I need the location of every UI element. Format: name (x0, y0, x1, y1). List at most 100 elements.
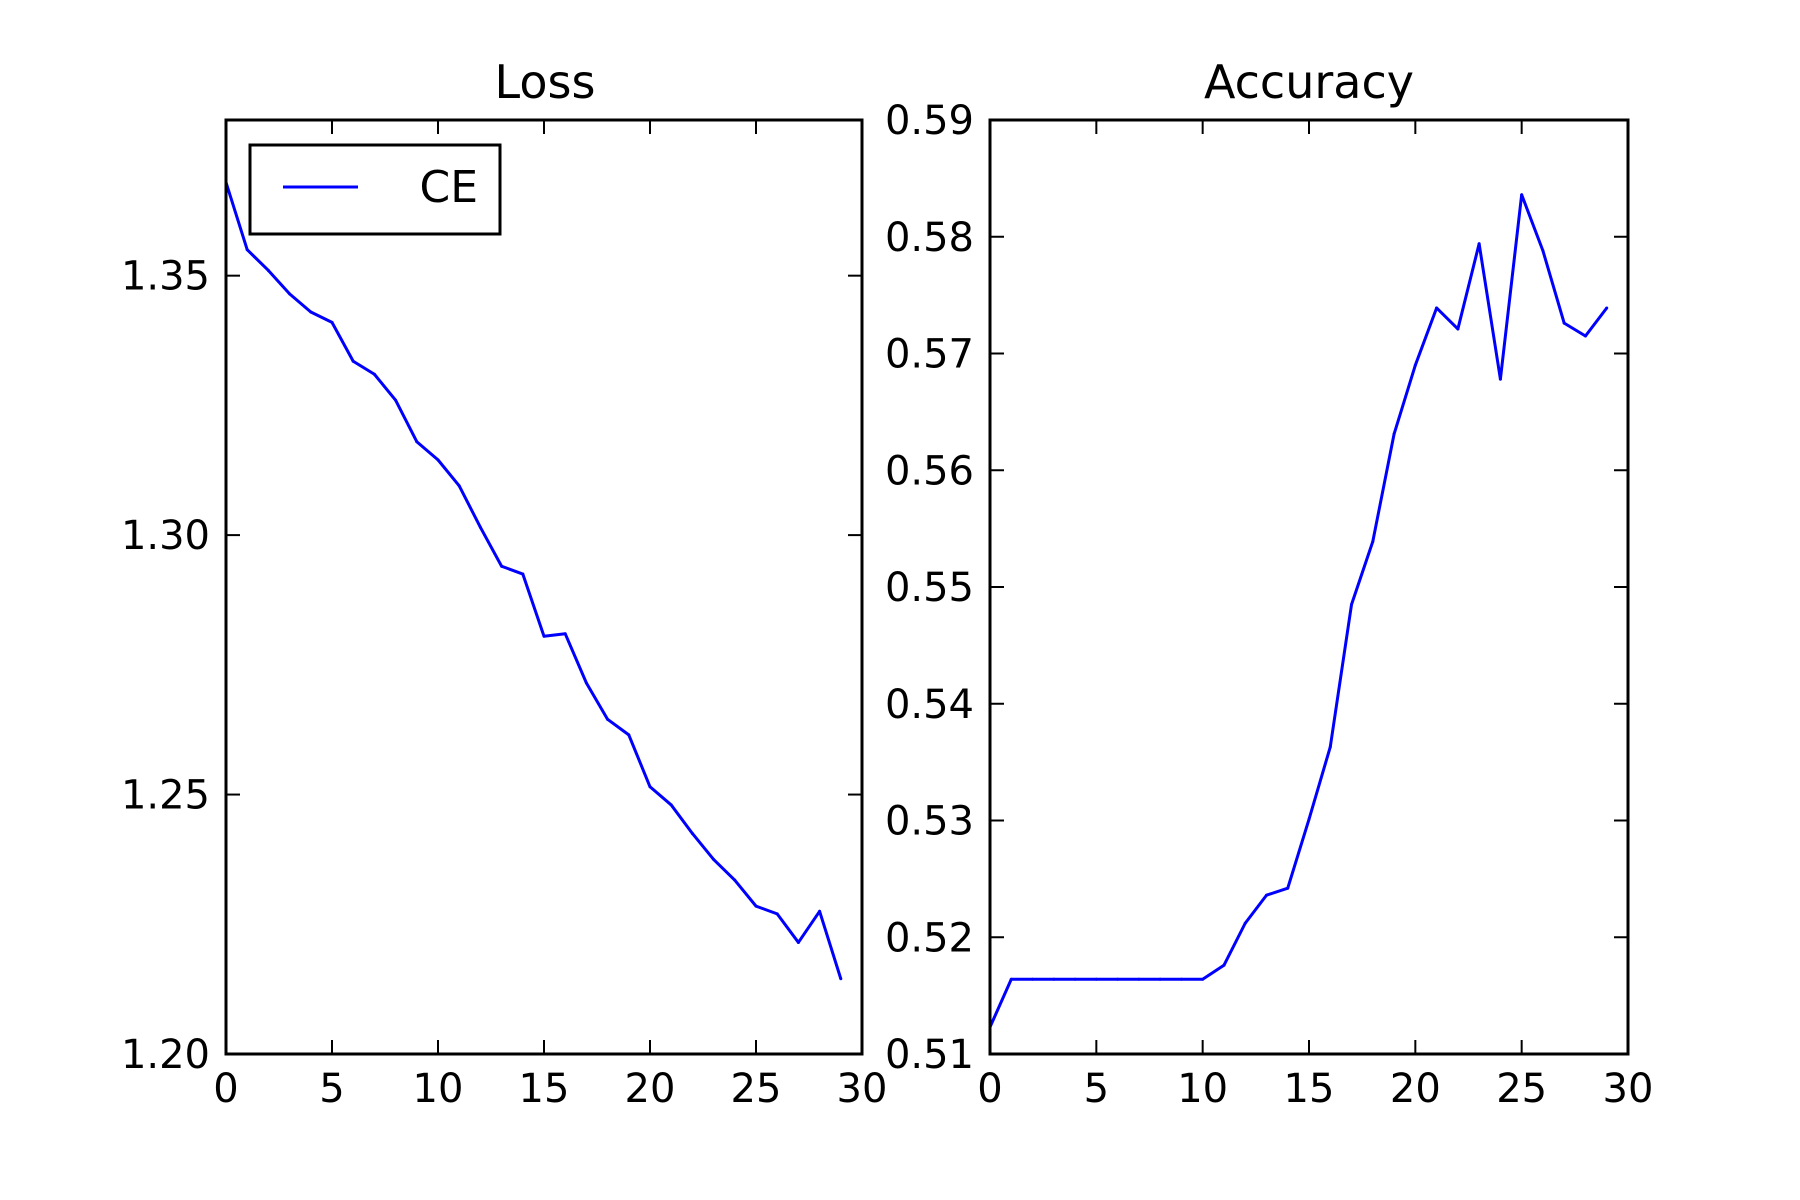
loss-data-point (648, 785, 652, 789)
accuracy-x-tick-label: 20 (1390, 1066, 1441, 1112)
accuracy-data-point (1009, 977, 1013, 981)
accuracy-data-point (1264, 893, 1268, 897)
accuracy-panel: Accuracy 0 5 10 15 20 25 30 0.51 0.52 0.53 0.54 0.5… (885, 55, 1654, 1112)
loss-data-point (627, 733, 631, 737)
loss-data-point (733, 878, 737, 882)
loss-data-point (266, 268, 270, 272)
loss-data-point (690, 831, 694, 835)
loss-y-tick-label: 1.35 (121, 254, 210, 300)
accuracy-data-point (1073, 977, 1077, 981)
accuracy-data-point (1477, 242, 1481, 246)
loss-data-point (606, 717, 610, 721)
accuracy-data-point (1371, 539, 1375, 543)
loss-x-tick-label: 20 (625, 1066, 676, 1112)
loss-legend: CE (248, 143, 502, 236)
loss-data-point (818, 909, 822, 913)
loss-x-tick-label: 5 (319, 1066, 344, 1112)
loss-x-tick-label: 25 (731, 1066, 782, 1112)
loss-data-point (288, 292, 292, 296)
accuracy-plot-frame (988, 118, 1630, 1056)
loss-x-tick-label: 10 (413, 1066, 464, 1112)
loss-data-point (521, 572, 525, 576)
accuracy-data-point (1179, 977, 1183, 981)
legend-label-ce: CE (419, 162, 478, 213)
loss-chart-title: Loss (495, 55, 596, 109)
accuracy-data-point (1222, 963, 1226, 967)
accuracy-data-point (1350, 603, 1354, 607)
loss-data-point (457, 484, 461, 488)
loss-y-tick-label: 1.20 (121, 1032, 210, 1078)
loss-data-point (415, 440, 419, 444)
loss-data-point (563, 632, 567, 636)
accuracy-data-point (1413, 363, 1417, 367)
loss-y-tick-label: 1.25 (121, 773, 210, 819)
accuracy-x-tick-label: 0 (977, 1066, 1002, 1112)
loss-panel: Loss 0 5 10 15 20 25 30 1.20 1.25 1.30 1.35 CE (121, 55, 888, 1112)
accuracy-data-point (1498, 377, 1502, 381)
loss-y-tick-label: 1.30 (121, 513, 210, 559)
accuracy-x-tick-label: 5 (1084, 1066, 1109, 1112)
loss-data-point (351, 359, 355, 363)
accuracy-data-point (1541, 249, 1545, 253)
accuracy-y-tick-label: 0.58 (885, 215, 974, 261)
accuracy-y-tick-label: 0.51 (885, 1032, 974, 1078)
loss-plot-frame (224, 118, 864, 1056)
accuracy-data-point (1201, 977, 1205, 981)
accuracy-x-tick-label: 10 (1177, 1066, 1228, 1112)
accuracy-data-point (1307, 817, 1311, 821)
accuracy-y-tick-label: 0.54 (885, 682, 974, 728)
loss-data-point (372, 372, 376, 376)
accuracy-y-tick-label: 0.52 (885, 915, 974, 961)
accuracy-y-tick-label: 0.59 (885, 98, 974, 144)
loss-series-line (224, 181, 843, 980)
accuracy-data-point (1031, 977, 1035, 981)
accuracy-data-point (1052, 977, 1056, 981)
loss-line-layer (224, 180, 843, 981)
accuracy-data-point (1158, 977, 1162, 981)
accuracy-data-point (1116, 977, 1120, 981)
accuracy-line-layer (988, 193, 1609, 1029)
loss-data-point (500, 564, 504, 568)
accuracy-data-point (1328, 745, 1332, 749)
loss-data-point (330, 320, 334, 324)
loss-ticks: 0 5 10 15 20 25 30 1.20 1.25 1.30 1.35 (121, 120, 888, 1112)
accuracy-data-point (1583, 334, 1587, 338)
accuracy-data-point (1562, 321, 1566, 325)
accuracy-y-tick-label: 0.53 (885, 799, 974, 845)
accuracy-data-point (1094, 977, 1098, 981)
loss-data-point (394, 398, 398, 402)
loss-data-point (542, 634, 546, 638)
accuracy-series-line (988, 193, 1608, 1028)
loss-x-tick-label: 0 (213, 1066, 238, 1112)
accuracy-chart-title: Accuracy (1204, 55, 1414, 109)
accuracy-x-tick-label: 25 (1496, 1066, 1547, 1112)
loss-data-point (775, 912, 779, 916)
loss-data-point (478, 525, 482, 529)
accuracy-data-point (1286, 886, 1290, 890)
loss-data-point (436, 458, 440, 462)
accuracy-x-tick-label: 30 (1603, 1066, 1654, 1112)
legend-box (248, 143, 502, 236)
accuracy-data-point (1137, 977, 1141, 981)
accuracy-data-point (1520, 193, 1524, 197)
accuracy-ticks: 0 5 10 15 20 25 30 0.51 0.52 0.53 0.54 0.55 0.56 0.57… (885, 98, 1654, 1112)
loss-data-point (309, 310, 313, 314)
accuracy-y-tick-label: 0.55 (885, 565, 974, 611)
accuracy-y-tick-label: 0.56 (885, 448, 974, 494)
accuracy-data-point (1456, 327, 1460, 331)
accuracy-data-point (1435, 306, 1439, 310)
loss-x-tick-label: 15 (519, 1066, 570, 1112)
loss-data-point (839, 977, 843, 981)
accuracy-y-tick-label: 0.57 (885, 332, 974, 378)
accuracy-data-point (1243, 921, 1247, 925)
accuracy-data-point (1605, 306, 1609, 310)
loss-data-point (712, 857, 716, 861)
loss-data-point (796, 940, 800, 944)
accuracy-data-point (1392, 432, 1396, 436)
accuracy-x-tick-label: 15 (1284, 1066, 1335, 1112)
loss-x-tick-label: 30 (837, 1066, 888, 1112)
loss-data-point (245, 248, 249, 252)
loss-data-point (584, 681, 588, 685)
loss-data-point (669, 803, 673, 807)
